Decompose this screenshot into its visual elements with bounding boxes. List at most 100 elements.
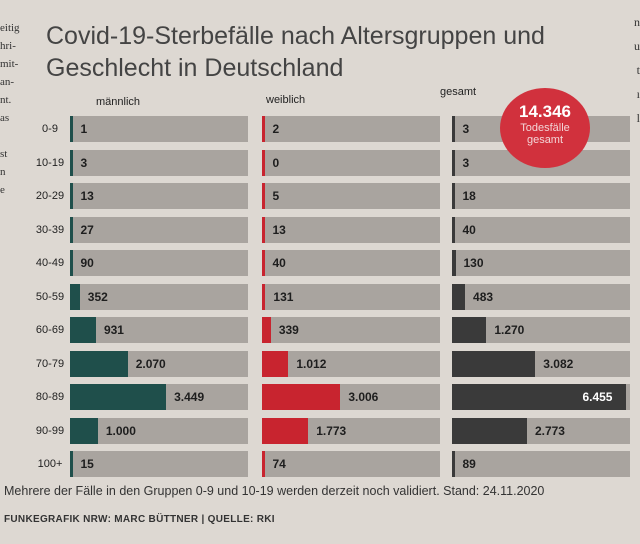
bar-track — [70, 183, 248, 209]
value-label: 2.070 — [135, 356, 166, 371]
value-label: 2 — [272, 122, 280, 136]
bar-2-4 — [452, 250, 456, 276]
bar-track — [452, 250, 630, 276]
bar-track — [452, 451, 630, 477]
bar-track — [70, 451, 248, 477]
value-label: 15 — [80, 457, 94, 471]
bar-track — [262, 149, 440, 176]
value-label: 40 — [462, 222, 476, 237]
bar-0-9 — [70, 417, 98, 444]
total-deaths-badge: 14.346 Todesfälle gesamt — [500, 88, 590, 168]
bar-2-5 — [452, 283, 466, 310]
value-label: 13 — [80, 189, 94, 203]
value-label: 352 — [87, 289, 108, 304]
value-label: 89 — [462, 457, 476, 471]
right-fragment: u — [634, 39, 640, 53]
value-label: 3 — [462, 155, 470, 170]
value-label: 3.082 — [543, 356, 574, 371]
age-group-label: 20-29 — [35, 190, 65, 202]
age-group-label: 70-79 — [35, 357, 65, 370]
value-label: 3 — [80, 155, 88, 170]
bar-2-10 — [452, 451, 455, 477]
bar-2-0 — [452, 116, 455, 142]
age-group-label: 30-39 — [35, 223, 65, 236]
left-fragment: as — [0, 112, 10, 124]
bar-track — [262, 216, 440, 243]
value-label: 40 — [272, 256, 286, 270]
value-label: 3 — [462, 122, 470, 136]
bar-track — [70, 317, 248, 343]
value-label: 339 — [278, 323, 299, 337]
bar-1-6 — [262, 317, 271, 343]
value-label: 2.773 — [534, 423, 565, 438]
footnote: Mehrere der Fälle in den Gruppen 0-9 und… — [4, 484, 545, 498]
right-fragment: n — [634, 15, 640, 29]
bar-1-10 — [262, 451, 265, 477]
bar-2-7 — [452, 350, 536, 377]
value-label: 13 — [272, 222, 286, 237]
legend-maennlich: männlich — [96, 96, 141, 108]
bar-0-0 — [70, 116, 73, 142]
bar-0-4 — [70, 250, 73, 276]
value-label: 5 — [272, 189, 280, 203]
age-group-label: 90-99 — [35, 424, 65, 437]
left-fragment: mit- — [0, 58, 19, 70]
bar-1-0 — [262, 116, 265, 142]
bar-1-4 — [262, 250, 265, 276]
bar-0-5 — [70, 283, 80, 310]
bar-track — [262, 451, 440, 477]
bar-0-2 — [70, 183, 73, 209]
bar-0-6 — [70, 317, 96, 343]
bar-track — [262, 183, 440, 209]
bar-track — [262, 350, 440, 377]
bar-track — [452, 216, 630, 243]
left-fragment: an- — [0, 76, 15, 88]
right-fragment: ı — [636, 87, 640, 101]
bar-2-8 — [452, 384, 627, 410]
right-fragment: l — [636, 111, 640, 125]
value-label: 27 — [80, 222, 94, 237]
bar-2-2 — [452, 183, 455, 209]
age-group-label: 40-49 — [35, 257, 65, 269]
bar-track — [262, 116, 440, 142]
value-label: 131 — [273, 289, 294, 304]
source-credit: FUNKEGRAFIK NRW: MARC BÜTTNER | QUELLE: … — [4, 514, 275, 525]
bar-track — [452, 183, 630, 209]
left-fragment: hri- — [0, 40, 16, 52]
bar-1-7 — [262, 350, 289, 377]
badge-text-line1: Todesfälle — [520, 122, 570, 134]
bar-1-5 — [262, 283, 266, 310]
right-fragment: t — [636, 63, 640, 77]
bar-2-3 — [452, 216, 455, 243]
value-label: 90 — [80, 256, 94, 270]
value-label: 931 — [103, 323, 124, 337]
left-fragment: nt. — [0, 94, 12, 106]
bar-2-6 — [452, 317, 487, 343]
value-label: 483 — [473, 289, 494, 304]
left-fragment: eitig — [0, 22, 20, 34]
bar-track — [70, 250, 248, 276]
bar-track — [452, 283, 630, 310]
bar-track — [262, 317, 440, 343]
bar-track — [70, 216, 248, 243]
left-fragment: n — [0, 166, 6, 178]
bar-2-1 — [452, 149, 455, 176]
chart-title: Covid-19-Sterbefälle nach Altersgruppen … — [46, 22, 545, 82]
bar-track — [262, 250, 440, 276]
badge-number: 14.346 — [519, 102, 571, 121]
value-label: 130 — [463, 256, 484, 270]
age-group-label: 50-59 — [35, 290, 65, 303]
bar-0-8 — [70, 384, 167, 410]
value-label: 1.773 — [316, 423, 347, 438]
age-group-label: 100+ — [37, 458, 63, 470]
badge-text-line2: gesamt — [526, 134, 564, 146]
value-label: 0 — [272, 155, 280, 170]
bar-1-3 — [262, 216, 265, 243]
value-label: 74 — [272, 457, 286, 471]
value-label: 1.000 — [105, 423, 136, 438]
age-group-label: 10-19 — [35, 156, 65, 169]
bar-1-1 — [262, 149, 265, 176]
age-group-label: 0-9 — [42, 123, 58, 135]
